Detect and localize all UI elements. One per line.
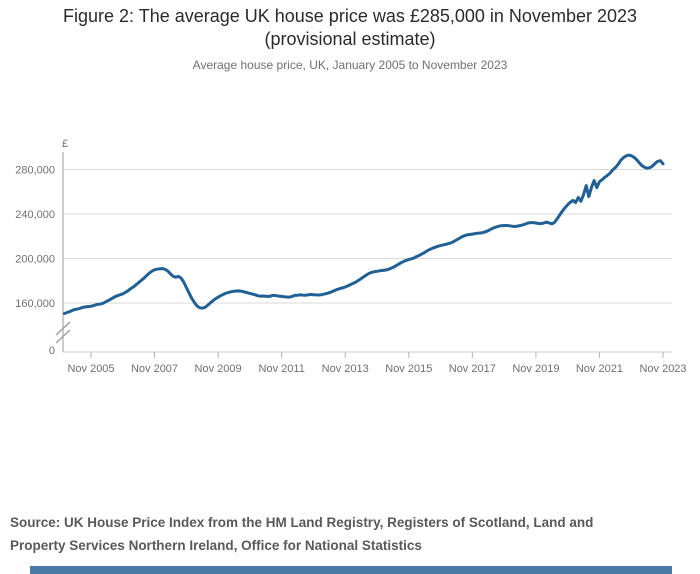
x-tick-label: Nov 2013 bbox=[322, 363, 369, 375]
y-tick-label: 0 bbox=[49, 345, 55, 357]
x-tick-label: Nov 2023 bbox=[639, 363, 686, 375]
source-note: Source: UK House Price Index from the HM… bbox=[10, 511, 680, 557]
figure-title-line1: Figure 2: The average UK house price was… bbox=[62, 6, 637, 26]
y-tick-label: 160,000 bbox=[15, 298, 55, 310]
x-tick-label: Nov 2017 bbox=[449, 363, 496, 375]
x-tick-label: Nov 2021 bbox=[576, 363, 623, 375]
figure-title-line2: (provisional estimate) bbox=[264, 29, 436, 49]
figure-title: Figure 2: The average UK house price was… bbox=[0, 5, 700, 51]
x-tick-label: Nov 2007 bbox=[131, 363, 178, 375]
y-tick-label: 240,000 bbox=[15, 209, 55, 221]
x-tick-label: Nov 2005 bbox=[67, 363, 114, 375]
source-note-line2: Property Services Northern Ireland, Offi… bbox=[10, 538, 422, 553]
y-tick-label: 280,000 bbox=[15, 165, 55, 177]
x-tick-label: Nov 2019 bbox=[512, 363, 559, 375]
x-tick-label: Nov 2011 bbox=[259, 363, 305, 375]
y-axis-unit-label: £ bbox=[62, 138, 68, 150]
axis-break-mark bbox=[55, 329, 71, 344]
x-tick-label: Nov 2009 bbox=[195, 363, 242, 375]
source-note-line1: Source: UK House Price Index from the HM… bbox=[10, 515, 594, 530]
axis-break-mark bbox=[55, 321, 71, 336]
footer-accent-bar bbox=[30, 566, 672, 574]
y-tick-label: 200,000 bbox=[15, 254, 55, 266]
x-tick-label: Nov 2015 bbox=[385, 363, 432, 375]
figure-subtitle: Average house price, UK, January 2005 to… bbox=[192, 58, 508, 72]
average-price-line bbox=[63, 153, 665, 315]
